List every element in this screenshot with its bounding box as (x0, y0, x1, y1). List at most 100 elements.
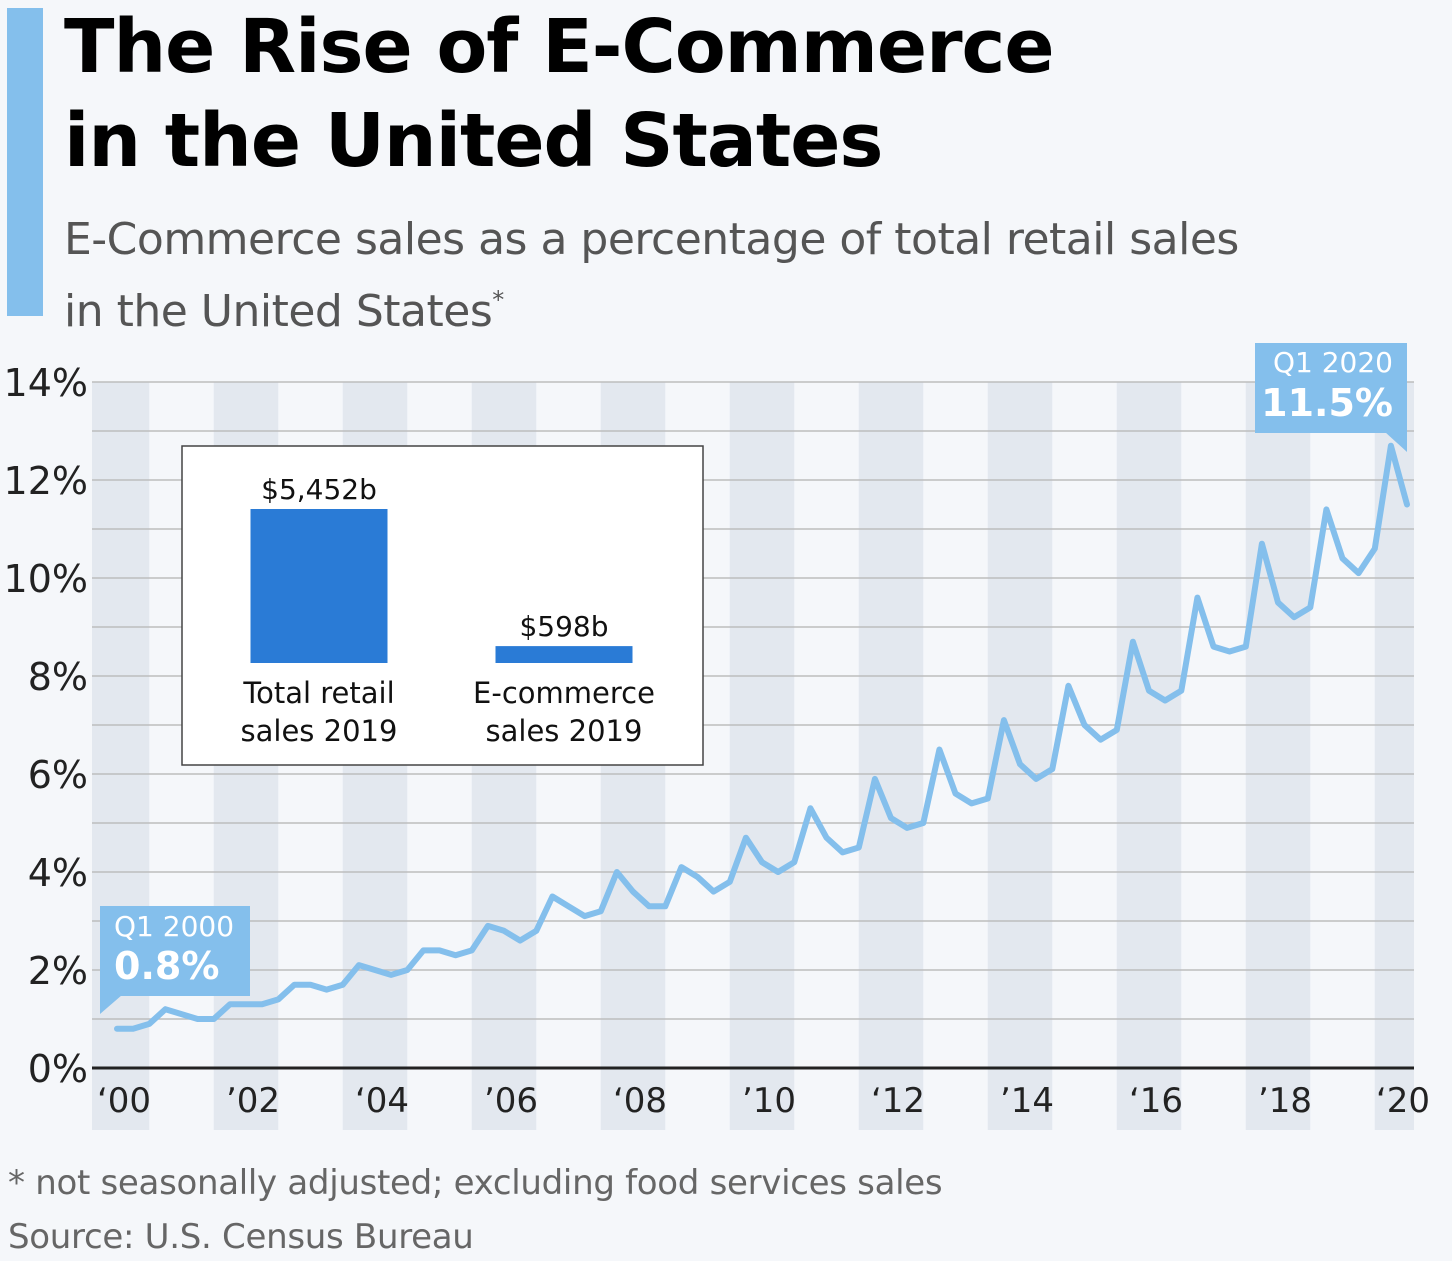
data-point (356, 962, 362, 968)
inset-bar-category-label: Total retail (242, 676, 394, 710)
x-axis-ticks: ‘00 ’02 ‘04 ’06 ‘08 ’10 ‘12 ’14 ‘16 ’18 ‘20 (97, 1081, 1430, 1121)
data-point (1227, 649, 1233, 655)
y-axis-ticks: 0% 2% 4% 6% 8% 10% 12% 14% (4, 361, 88, 1091)
ecommerce-share-line (114, 442, 1410, 1032)
data-point (1065, 683, 1071, 689)
data-point (1194, 595, 1200, 601)
y-tick-label: 6% (28, 753, 88, 797)
x-tick-label: ’02 (226, 1081, 280, 1121)
year-band (729, 382, 795, 1130)
y-tick-label: 2% (28, 949, 88, 993)
subtitle-asterisk: * (492, 286, 504, 314)
data-point (114, 1026, 120, 1032)
data-point (372, 967, 378, 973)
inset-bar-category-label: sales 2019 (241, 714, 398, 748)
subtitle-line-1: E-Commerce sales as a percentage of tota… (64, 214, 1239, 265)
data-point (1162, 698, 1168, 704)
y-tick-label: 14% (4, 361, 88, 405)
callout-start-box (100, 906, 250, 996)
data-point (936, 747, 942, 753)
y-tick-label: 10% (4, 557, 88, 601)
data-point (1114, 727, 1120, 733)
data-point (695, 874, 701, 880)
data-point (840, 849, 846, 855)
data-point (162, 1006, 168, 1012)
callout-start-value: 0.8% (114, 944, 219, 988)
data-point (275, 996, 281, 1002)
callout-end-value: 11.5% (1261, 381, 1393, 425)
subtitle-line-2-wrap: in the United States* (64, 270, 1239, 342)
x-tick-label: ‘04 (355, 1081, 409, 1121)
data-point (388, 972, 394, 978)
year-band (92, 382, 150, 1130)
data-point (646, 903, 652, 909)
data-point (1356, 570, 1362, 576)
x-tick-label: ’18 (1258, 1081, 1312, 1121)
x-tick-label: ’10 (742, 1081, 796, 1121)
data-point (1017, 761, 1023, 767)
data-point (727, 879, 733, 885)
year-band (1245, 382, 1311, 1130)
data-point (662, 903, 668, 909)
data-point (340, 982, 346, 988)
data-point (308, 982, 314, 988)
data-point (1001, 717, 1007, 723)
data-point (598, 908, 604, 914)
data-point (259, 1001, 265, 1007)
callout-start-pointer (100, 995, 122, 1014)
data-point (678, 864, 684, 870)
data-point (1323, 506, 1329, 512)
data-point (1275, 600, 1281, 606)
x-tick-label: ‘00 (97, 1081, 151, 1121)
y-tick-label: 12% (4, 459, 88, 503)
subtitle-line-2: in the United States (64, 286, 493, 337)
title-accent-bar (7, 8, 43, 316)
data-point (759, 859, 765, 865)
x-tick-label: ‘08 (613, 1081, 667, 1121)
data-point (533, 928, 539, 934)
y-tick-label: 8% (28, 655, 88, 699)
data-point (904, 825, 910, 831)
year-band (858, 382, 924, 1130)
data-point (630, 889, 636, 895)
source-note: Source: U.S. Census Bureau (8, 1217, 474, 1257)
data-point (1178, 688, 1184, 694)
data-point (291, 982, 297, 988)
data-point (888, 815, 894, 821)
data-point (130, 1026, 136, 1032)
inset-bar-value-label: $5,452b (261, 473, 377, 506)
data-point (437, 947, 443, 953)
data-point (549, 894, 555, 900)
x-tick-label: ‘12 (871, 1081, 925, 1121)
data-point (1404, 502, 1410, 508)
data-point (1259, 541, 1265, 547)
data-point (807, 805, 813, 811)
data-point (1211, 644, 1217, 650)
data-point (1291, 614, 1297, 620)
callout-start-period: Q1 2000 (114, 910, 234, 943)
data-point (1372, 546, 1378, 552)
chart-subtitle: E-Commerce sales as a percentage of tota… (64, 210, 1239, 342)
data-point (1146, 688, 1152, 694)
data-point (1340, 555, 1346, 561)
data-point (969, 800, 975, 806)
inset-bar (495, 646, 633, 663)
data-point (985, 796, 991, 802)
data-point (227, 1001, 233, 1007)
data-point (856, 845, 862, 851)
data-point (791, 859, 797, 865)
data-point (582, 913, 588, 919)
callout-end-period: Q1 2020 (1273, 346, 1393, 379)
data-point (420, 947, 426, 953)
x-tick-label: ‘20 (1376, 1081, 1430, 1121)
data-point (517, 938, 523, 944)
inset-bar-category-label: E-commerce (473, 676, 655, 710)
data-point (324, 987, 330, 993)
y-tick-label: 4% (28, 851, 88, 895)
data-point (743, 835, 749, 841)
data-point (566, 903, 572, 909)
title-line-2: in the United States (64, 98, 883, 184)
data-point (453, 952, 459, 958)
